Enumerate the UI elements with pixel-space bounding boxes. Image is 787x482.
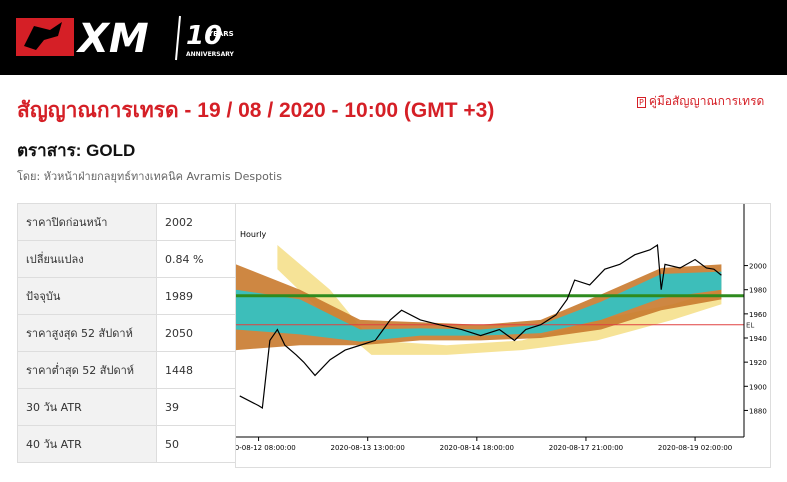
table-row: 40 วัน ATR 50 — [17, 425, 236, 463]
cell-label: ปัจจุบัน — [17, 277, 157, 315]
cell-value: 39 — [156, 388, 236, 426]
y-tick-label: 1880 — [749, 407, 767, 415]
table-row: ปัจจุบัน 1989 — [17, 277, 236, 315]
band — [236, 271, 722, 342]
logo[interactable]: XM 10 YEARS ANNIVERSARY — [0, 0, 260, 75]
y-tick-label: 2000 — [749, 263, 767, 271]
table-row: ราคาปิดก่อนหน้า 2002 — [17, 203, 236, 241]
x-tick-label: 2020-08-13 13:00:00 — [331, 444, 405, 452]
x-tick-label: 2020-08-12 08:00:00 — [236, 444, 296, 452]
guide-link[interactable]: P คู่มือสัญญาณการเทรด — [637, 92, 764, 111]
header: XM 10 YEARS ANNIVERSARY — [0, 0, 787, 75]
x-tick-label: 2020-08-17 21:00:00 — [549, 444, 623, 452]
cell-value: 2002 — [156, 203, 236, 241]
cell-value: 50 — [156, 425, 236, 463]
y-tick-label: 1980 — [749, 287, 767, 295]
author: โดย: หัวหน้าฝ่ายกลยุทธ์ทางเทคนิค Avramis… — [17, 170, 282, 183]
y-tick-label: 1900 — [749, 383, 767, 391]
cell-label: 40 วัน ATR — [17, 425, 157, 463]
cell-value: 1448 — [156, 351, 236, 389]
stats-table: ราคาปิดก่อนหน้า 2002 เปลี่ยนแปลง 0.84 % ปัจจ… — [17, 203, 236, 463]
table-row: ราคาสูงสุด 52 สัปดาห์ 2050 — [17, 314, 236, 352]
anniversary-years: YEARS — [207, 30, 234, 38]
anniversary-word: ANNIVERSARY — [186, 51, 235, 58]
logo-text: XM — [75, 16, 149, 62]
y-tick-label: 1940 — [749, 335, 767, 343]
cell-value: 2050 — [156, 314, 236, 352]
x-tick-label: 2020-08-19 02:00:00 — [658, 444, 732, 452]
chart-box: Hourly EL 1880 1900 1920 1940 1960 1980 2000 2020… — [235, 203, 771, 468]
cell-label: ราคาปิดก่อนหน้า — [17, 203, 157, 241]
pdf-icon: P — [637, 97, 646, 108]
chart: Hourly EL 1880 1900 1920 1940 1960 1980 2000 2020… — [236, 204, 767, 452]
table-row: ราคาต่ำสุด 52 สัปดาห์ 1448 — [17, 351, 236, 389]
y-tick-label: 1960 — [749, 311, 767, 319]
guide-link-text[interactable]: คู่มือสัญญาณการเทรด — [648, 94, 765, 108]
cell-label: ราคาต่ำสุด 52 สัปดาห์ — [17, 351, 157, 389]
table-row: 30 วัน ATR 39 — [17, 388, 236, 426]
cell-value: 0.84 % — [156, 240, 236, 278]
chart-title: Hourly — [240, 230, 266, 239]
cell-label: 30 วัน ATR — [17, 388, 157, 426]
band — [277, 245, 722, 355]
cell-label: เปลี่ยนแปลง — [17, 240, 157, 278]
instrument: ตราสาร: GOLD — [17, 141, 136, 160]
anniversary-number: 10 — [186, 21, 222, 51]
table-row: เปลี่ยนแปลง 0.84 % — [17, 240, 236, 278]
x-tick-label: 2020-08-14 18:00:00 — [440, 444, 514, 452]
y-tick-label: 1920 — [749, 359, 767, 367]
price-line — [239, 244, 722, 410]
logo-bull — [24, 22, 62, 50]
logo-divider — [175, 15, 181, 61]
cell-value: 1989 — [156, 277, 236, 315]
level-label: EL — [746, 322, 754, 330]
cell-label: ราคาสูงสุด 52 สัปดาห์ — [17, 314, 157, 352]
page-title: สัญญาณการเทรด - 19 / 08 / 2020 - 10:00 (… — [17, 99, 495, 122]
